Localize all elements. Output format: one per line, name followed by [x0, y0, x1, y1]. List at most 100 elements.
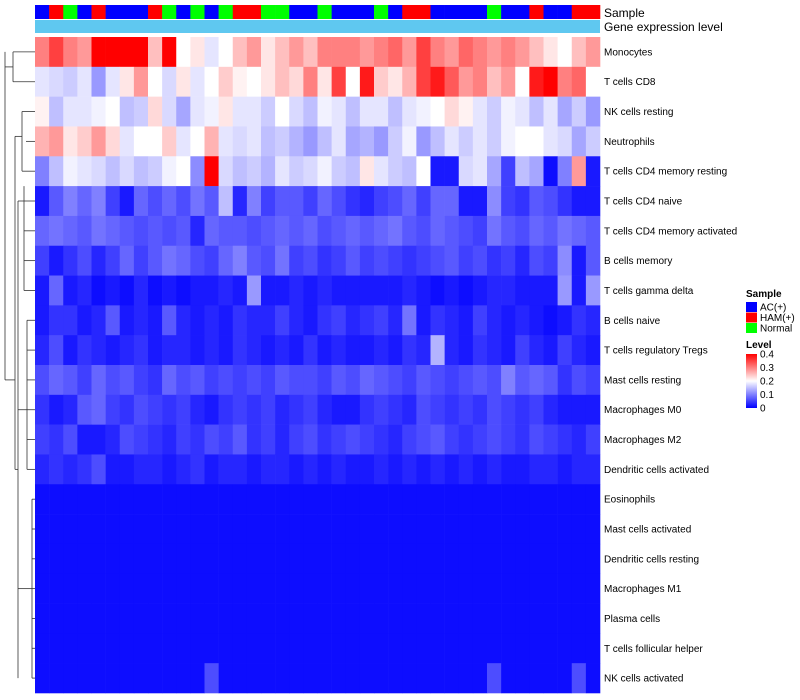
- heatmap-cell: [176, 335, 191, 366]
- heatmap-cell: [176, 514, 191, 545]
- heatmap-cell: [472, 454, 488, 485]
- heatmap-cell: [388, 543, 403, 575]
- heatmap-cell: [472, 663, 488, 694]
- heatmap-cell: [388, 215, 403, 247]
- heatmap-cell: [275, 66, 290, 97]
- heatmap-cell: [105, 126, 121, 157]
- level-tick-label: 0: [760, 404, 766, 415]
- heatmap-cell: [218, 394, 234, 425]
- row-label: T cells regulatory Tregs: [604, 346, 708, 357]
- heatmap-cell: [119, 514, 135, 545]
- heatmap-cell: [515, 424, 530, 455]
- heatmap-cell: [148, 66, 163, 97]
- sample-legend-swatch: [746, 312, 757, 323]
- heatmap-cell: [49, 335, 64, 366]
- heatmap-cell: [204, 394, 219, 425]
- heatmap-cell: [162, 37, 177, 68]
- heatmap-cell: [402, 335, 417, 366]
- heatmap-cell: [388, 275, 403, 306]
- heatmap-cell: [148, 543, 163, 575]
- heatmap-cell: [458, 215, 474, 247]
- heatmap-cell: [77, 66, 92, 97]
- heatmap-cell: [472, 126, 488, 157]
- heatmap-cell: [501, 335, 516, 366]
- row-label: Macrophages M1: [604, 584, 682, 595]
- heatmap-cell: [218, 424, 234, 455]
- heatmap-cell: [331, 514, 347, 545]
- heatmap-cell: [515, 96, 530, 127]
- heatmap-cell: [374, 454, 389, 485]
- sample-bar-cell: [571, 5, 587, 19]
- heatmap-cell: [359, 454, 375, 485]
- heatmap-cell: [472, 186, 488, 217]
- heatmap-cell: [557, 543, 573, 575]
- heatmap-cell: [289, 663, 304, 694]
- heatmap-cell: [543, 215, 558, 247]
- heatmap-cell: [515, 633, 530, 664]
- sample-bar-cell: [331, 5, 347, 19]
- heatmap-cell: [204, 543, 219, 575]
- heatmap-cell: [162, 573, 177, 604]
- heatmap-cell: [543, 37, 558, 68]
- heatmap-cell: [515, 573, 530, 604]
- heatmap-cell: [91, 365, 106, 396]
- sample-bar-cell: [246, 5, 262, 19]
- heatmap-cell: [345, 335, 361, 366]
- heatmap-cell: [289, 484, 304, 515]
- row-label: Plasma cells: [604, 614, 660, 625]
- sample-legend-swatch: [746, 302, 757, 312]
- heatmap-cell: [176, 66, 191, 97]
- heatmap-cell: [515, 514, 530, 545]
- heatmap-cell: [289, 573, 304, 604]
- heatmap-cell: [430, 514, 445, 545]
- row-label: Dendritic cells activated: [604, 465, 709, 476]
- heatmap-cell: [133, 454, 149, 485]
- heatmap-cell: [501, 66, 516, 97]
- heatmap-cell: [543, 484, 558, 515]
- heatmap-cell: [331, 305, 347, 336]
- heatmap-cell: [571, 156, 587, 187]
- heatmap-cell: [91, 126, 106, 157]
- heatmap-cell: [472, 305, 488, 336]
- heatmap-cell: [529, 394, 544, 425]
- heatmap-cell: [303, 514, 318, 545]
- heatmap-cell: [176, 603, 191, 634]
- sample-bar-cell: [444, 5, 460, 19]
- heatmap-cell: [63, 245, 78, 276]
- heatmap-cell: [246, 663, 262, 694]
- heatmap-cell: [289, 424, 304, 455]
- heatmap-cell: [345, 424, 361, 455]
- heatmap-cell: [162, 663, 177, 694]
- heatmap-cell: [204, 633, 219, 664]
- heatmap-cell: [416, 365, 431, 396]
- heatmap-cell: [458, 126, 474, 157]
- heatmap-cell: [345, 514, 361, 545]
- heatmap-cell: [246, 126, 262, 157]
- heatmap-cell: [119, 603, 135, 634]
- heatmap-cell: [190, 275, 205, 306]
- heatmap-cell: [162, 215, 177, 247]
- heatmap-cell: [529, 126, 544, 157]
- heatmap-cell: [402, 573, 417, 604]
- heatmap-cell: [571, 66, 587, 97]
- sample-bar-cell: [515, 5, 530, 19]
- heatmap-cell: [585, 245, 601, 276]
- heatmap-cell: [571, 543, 587, 575]
- heatmap-cell: [501, 543, 516, 575]
- heatmap-cell: [374, 335, 389, 366]
- heatmap-cell: [345, 484, 361, 515]
- heatmap-cell: [317, 573, 332, 604]
- heatmap-cell: [190, 633, 205, 664]
- heatmap-cell: [472, 365, 488, 396]
- heatmap-cell: [289, 514, 304, 545]
- heatmap-cell: [585, 454, 601, 485]
- heatmap-cell: [487, 186, 502, 217]
- heatmap-cell: [444, 424, 460, 455]
- heatmap-cell: [331, 186, 347, 217]
- heatmap-cell: [133, 126, 149, 157]
- heatmap-cell: [571, 305, 587, 336]
- heatmap-cell: [246, 394, 262, 425]
- heatmap-cell: [246, 96, 262, 127]
- heatmap-cell: [261, 335, 276, 366]
- heatmap-cell: [204, 126, 219, 157]
